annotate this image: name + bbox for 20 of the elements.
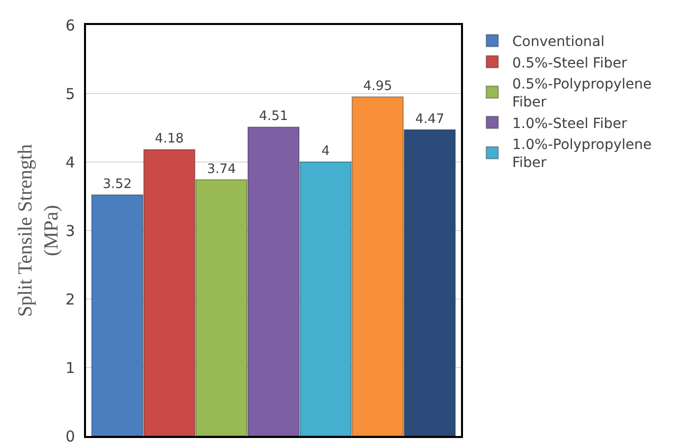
y-tick-label: 6 [65, 16, 75, 34]
y-tick-label: 2 [65, 290, 75, 308]
y-tick-label: 0 [65, 427, 75, 446]
y-axis-title: Split Tensile Strength (MPa) [14, 144, 62, 317]
data-label: 3.74 [206, 162, 236, 177]
y-tick-label: 4 [65, 153, 75, 172]
data-label: 4 [321, 144, 330, 159]
data-label: 4.18 [154, 132, 184, 147]
data-label: 4.51 [259, 109, 288, 124]
legend-label: 0.5%-Polypropylene Fiber [512, 76, 652, 111]
legend-label: 0.5%-Steel Fiber [512, 55, 628, 72]
data-label: 4.47 [415, 112, 444, 127]
legend-label: 1.0%-Steel Fiber [512, 116, 628, 132]
legend-label: Conventional [512, 34, 605, 50]
legend-label: 1.0%-Polypropylene Fiber [512, 137, 652, 172]
data-label: 4.95 [363, 78, 392, 94]
y-tick-label: 5 [65, 84, 75, 103]
data-label: 3.52 [102, 176, 132, 192]
y-tick-label: 1 [65, 358, 75, 377]
y-tick-label: 3 [65, 222, 75, 240]
